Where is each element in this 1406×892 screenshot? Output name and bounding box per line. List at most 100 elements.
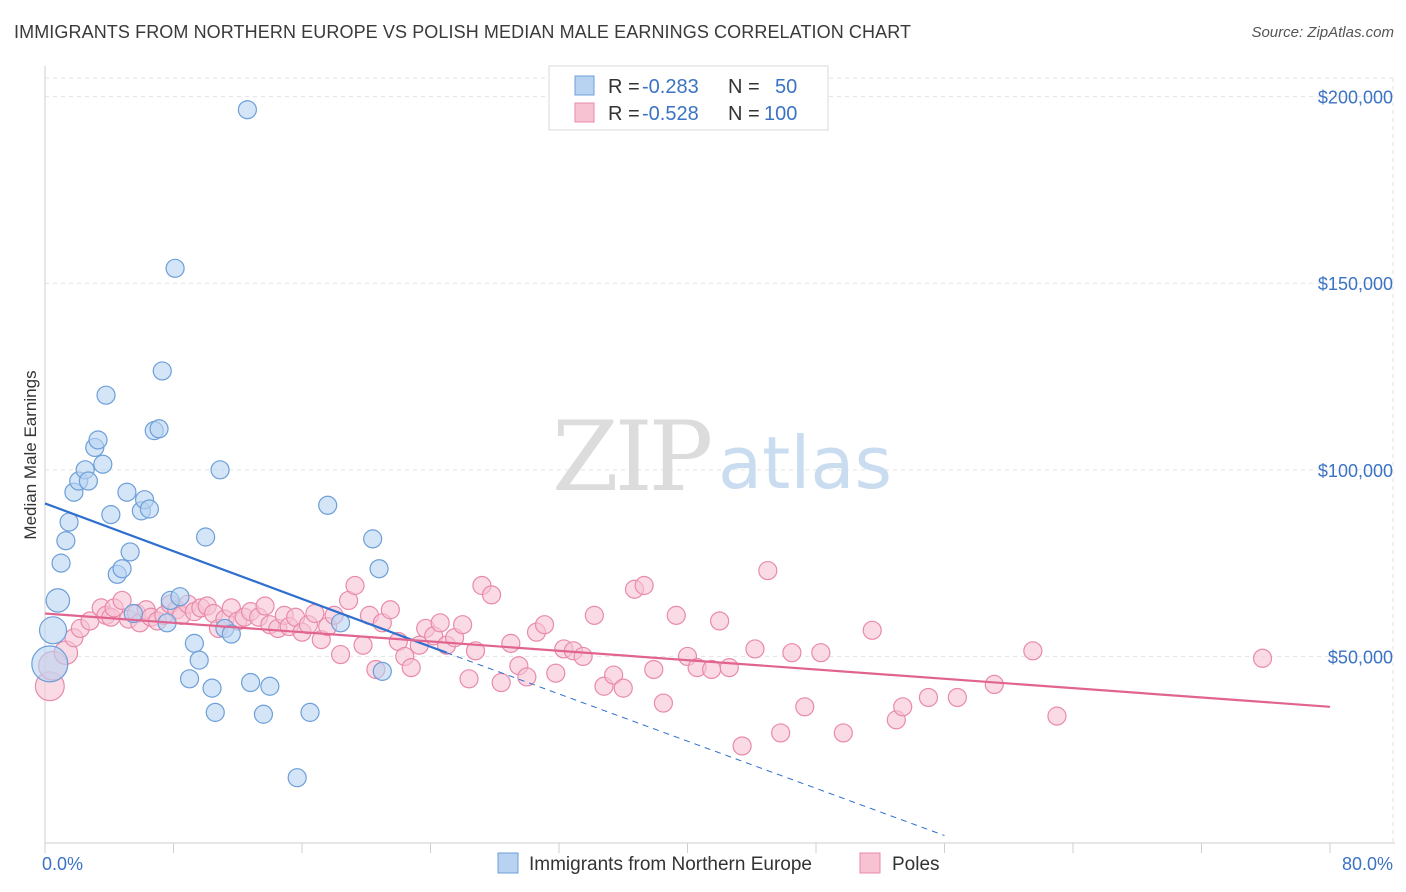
pink-point-70 [517,667,537,687]
pink-point-92 [745,639,765,659]
pink-point-80 [613,678,633,698]
pink-point-105 [1023,641,1043,661]
blue-point-49 [372,661,392,681]
pink-point-91 [732,736,752,756]
blue-point-2 [45,588,71,613]
blue-point-11 [88,430,108,450]
legend-swatch-pink [574,102,595,123]
series-legend: Immigrants from Northern Europe Poles [497,852,940,875]
blue-point-31 [184,633,204,653]
watermark-zip: ZIP [552,401,711,513]
blue-point-36 [210,460,230,480]
blue-point-4 [56,531,76,551]
blue-point-12 [93,454,113,474]
bottom-legend-swatch-blue [497,852,519,874]
pink-point-95 [782,643,802,663]
legend-r-value-pink: -0.528 [642,103,699,125]
pink-point-101 [893,697,913,717]
blue-point-35 [205,702,225,722]
trend-lines [44,502,1331,837]
y-tick-label-0: $50,000 [1328,647,1393,667]
pink-point-97 [811,643,831,663]
legend-r-label-blue: R = [608,76,640,98]
bottom-legend-swatch-pink [859,852,881,874]
x-tick-label-1: 80.0% [1342,854,1393,874]
pink-trend-line [44,612,1331,708]
blue-point-0 [31,645,69,683]
pink-point-83 [644,659,664,680]
blue-point-19 [123,603,143,624]
legend-n-value-pink: 100 [764,103,797,125]
pink-point-67 [491,672,511,693]
pink-point-62 [453,615,473,635]
legend-r-label-pink: R = [608,103,640,125]
pink-point-99 [862,620,882,640]
pink-point-72 [534,615,555,635]
pink-point-89 [710,611,730,631]
legend-r-value-blue: -0.283 [642,76,699,98]
pink-point-48 [353,635,373,655]
blue-point-22 [139,499,160,519]
blue-point-24 [149,419,169,439]
legend-n-value-blue: 50 [775,76,797,98]
y-axis-title: Median Male Earnings [21,370,40,539]
watermark-atlas: atlas [718,421,892,505]
blue-trend-line [44,502,447,654]
pink-point-103 [947,687,967,708]
pink-point-33 [255,596,275,616]
blue-point-34 [202,678,222,698]
blue-point-30 [179,669,200,689]
blue-point-1 [38,616,68,645]
blue-point-14 [101,505,121,525]
axes [44,66,1395,853]
pink-point-82 [634,575,654,596]
blue-point-17 [117,482,137,502]
pink-point-63 [459,669,479,689]
blue-point-47 [363,529,383,549]
pink-point-98 [833,723,853,743]
blue-point-48 [369,559,389,579]
pink-point-79 [604,665,624,685]
pink-point-10 [112,590,132,611]
legend-swatch-blue [574,75,595,96]
pink-point-52 [380,600,400,620]
pink-point-64 [465,641,486,661]
pink-point-85 [666,605,686,625]
blue-point-25 [152,361,172,381]
blue-point-43 [287,768,307,788]
pink-point-73 [546,663,566,683]
blue-point-38 [221,624,241,644]
blue-point-18 [120,542,140,562]
pink-point-68 [501,633,521,653]
x-tick-labels: 0.0% 80.0% [42,854,1393,874]
series-immigrants-northern-europe [31,100,392,788]
blue-point-45 [318,495,338,515]
pink-point-84 [653,693,674,713]
y-tick-label-2: $150,000 [1318,274,1393,294]
pink-point-107 [1252,648,1273,668]
stats-legend-box [548,65,829,131]
chart-title: IMMIGRANTS FROM NORTHERN EUROPE VS POLIS… [14,22,912,42]
pink-point-76 [573,646,593,667]
blue-point-41 [253,704,274,724]
y-tick-labels: $50,000 $100,000 $150,000 $200,000 [1318,88,1393,668]
y-tick-label-3: $200,000 [1318,88,1393,108]
pink-point-106 [1047,706,1067,726]
pink-point-96 [795,697,815,717]
pink-point-104 [984,674,1004,695]
source-credit: Source: ZipAtlas.com [1251,24,1394,41]
blue-point-44 [300,702,320,722]
pink-point-47 [345,575,365,596]
watermark: ZIP atlas [552,401,892,513]
blue-point-39 [237,100,257,120]
pink-point-59 [430,613,450,633]
blue-point-16 [112,559,132,579]
pink-point-90 [719,658,739,678]
blue-point-28 [165,258,185,278]
legend-n-label-blue: N = [728,76,760,98]
blue-point-32 [189,650,209,670]
pink-point-45 [330,644,351,665]
x-tick-label-0: 0.0% [42,854,83,874]
stats-legend: R = -0.283 N = 50 R = -0.528 N = 100 [548,65,829,131]
